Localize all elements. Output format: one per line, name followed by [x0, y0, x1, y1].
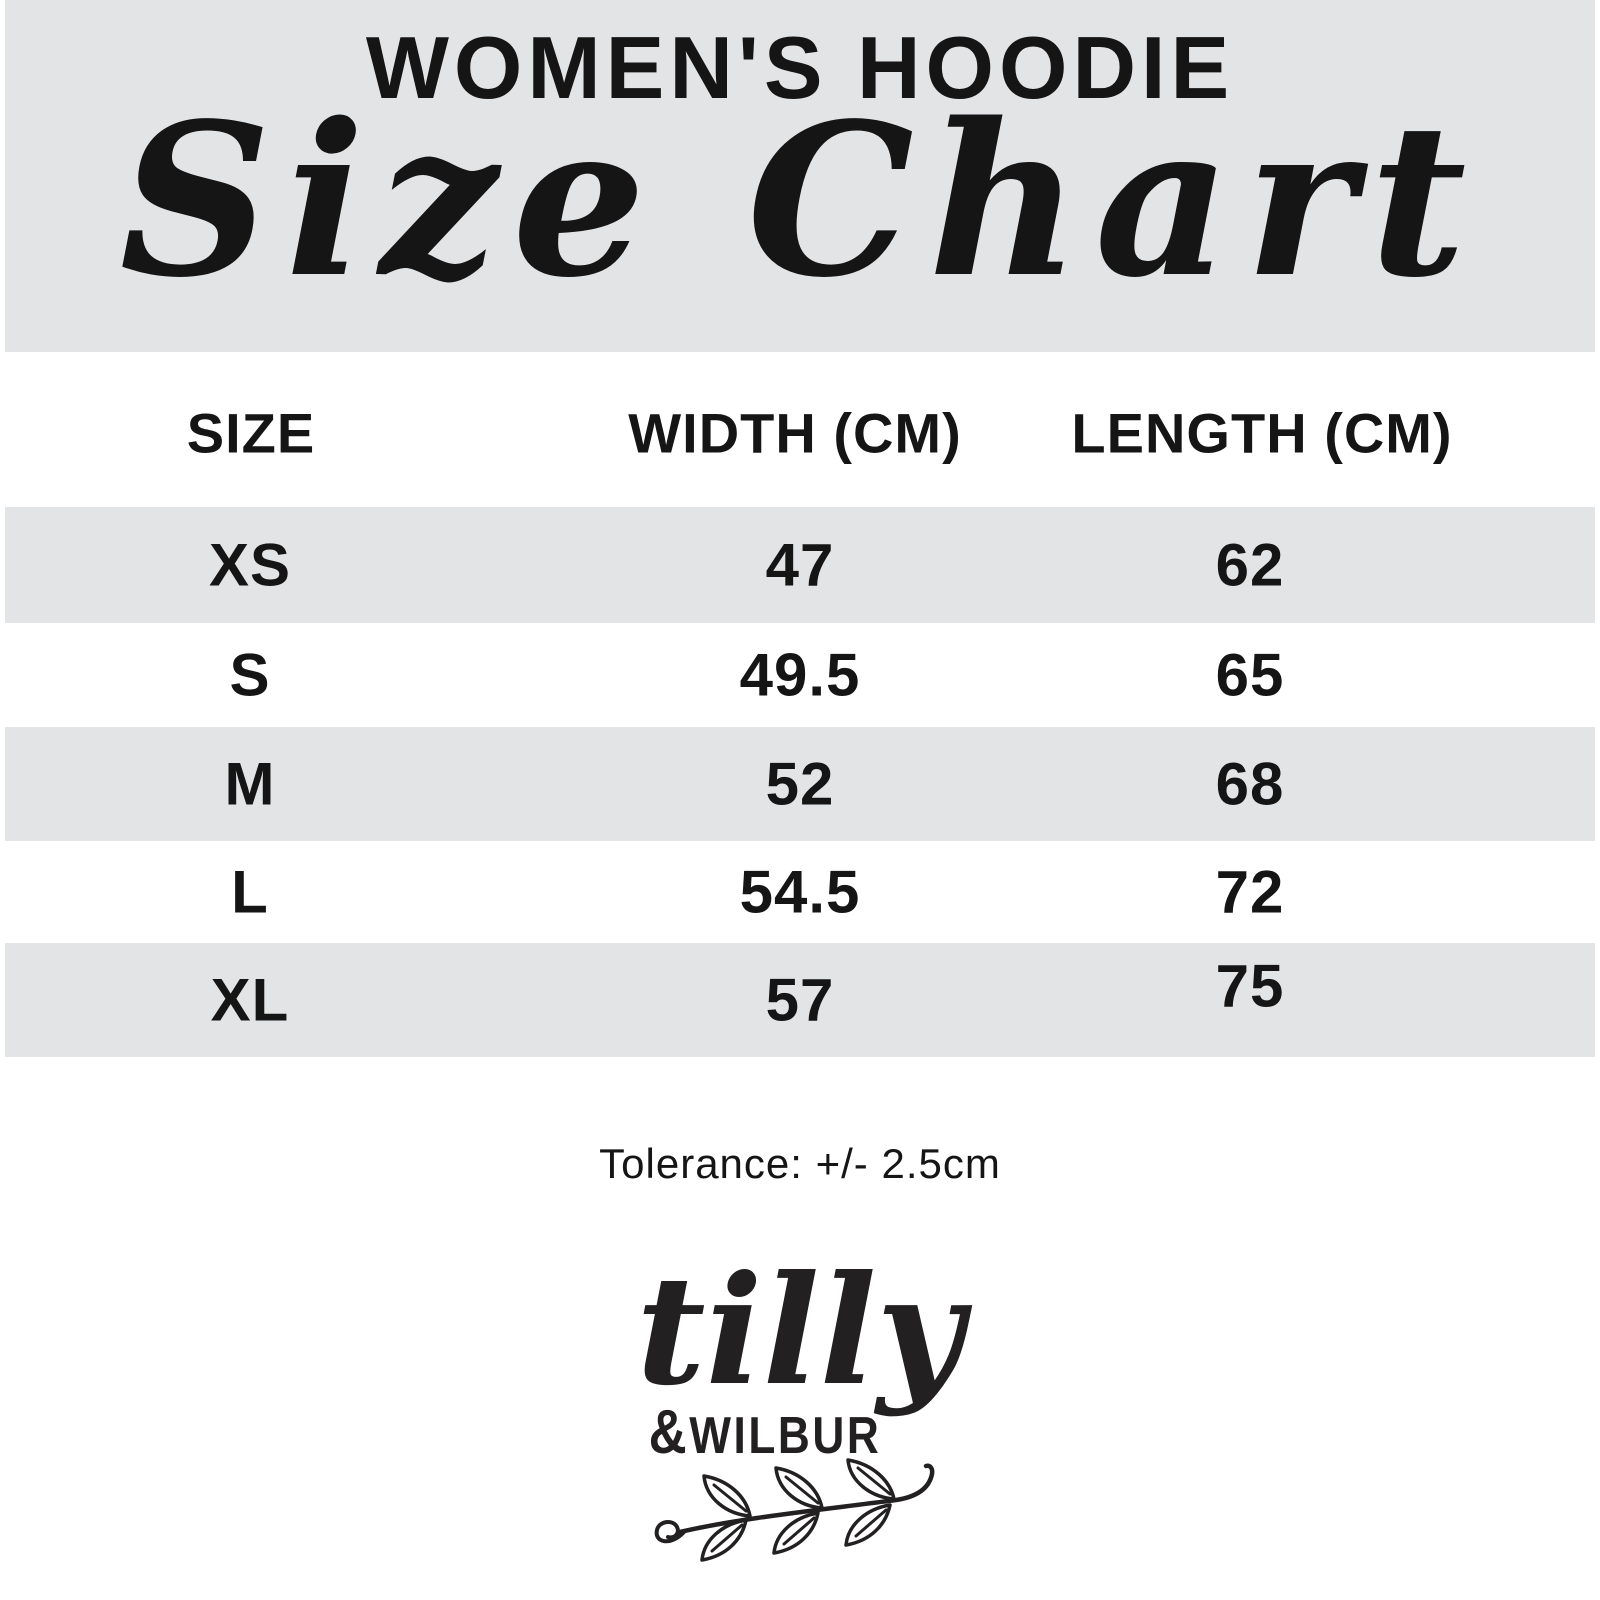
brand-subtitle: &WILBUR: [649, 1402, 882, 1464]
header-band: [5, 0, 1595, 352]
table-row-m: M 52 68: [0, 727, 1600, 841]
row-stripe: [5, 943, 1595, 1057]
tolerance-note: Tolerance: +/- 2.5cm: [599, 1140, 1001, 1187]
table-row-xl: XL 57 75: [0, 943, 1600, 1057]
cell-size: M: [224, 750, 276, 818]
cell-width: 47: [765, 531, 835, 599]
chart-title: Size Chart: [119, 77, 1481, 324]
cell-width: 54.5: [739, 858, 861, 926]
cell-size: S: [229, 641, 271, 709]
cell-length: 65: [1215, 641, 1285, 709]
table-row-s: S 49.5 65: [0, 623, 1600, 727]
cell-length: 75: [1215, 952, 1285, 1020]
cell-width: 52: [765, 750, 835, 818]
cell-width: 49.5: [739, 641, 861, 709]
laurel-branch-icon: [654, 1458, 935, 1562]
cell-length: 68: [1215, 750, 1285, 818]
column-header-size: SIZE: [186, 401, 316, 465]
cell-size: L: [231, 858, 269, 926]
cell-length: 62: [1215, 531, 1285, 599]
column-header-length: LENGTH (CM): [1071, 401, 1453, 465]
table-row-xs: XS 47 62: [0, 507, 1600, 623]
column-header-width: WIDTH (CM): [628, 401, 962, 465]
brand-word: WILBUR: [689, 1407, 882, 1465]
cell-size: XL: [210, 966, 290, 1034]
row-stripe: [5, 727, 1595, 841]
cell-width: 57: [765, 966, 835, 1034]
brand-name: tilly: [636, 1243, 964, 1419]
brand-ampersand: &: [648, 1398, 690, 1467]
cell-size: XS: [208, 531, 292, 599]
row-stripe: [5, 507, 1595, 623]
size-table-body: XS 47 62 S 49.5 65 M 52 68 L 54.5 72 XL …: [0, 507, 1600, 1057]
cell-length: 72: [1215, 858, 1285, 926]
product-title: WOMEN'S HOODIE: [365, 18, 1235, 117]
table-row-l: L 54.5 72: [0, 841, 1600, 943]
